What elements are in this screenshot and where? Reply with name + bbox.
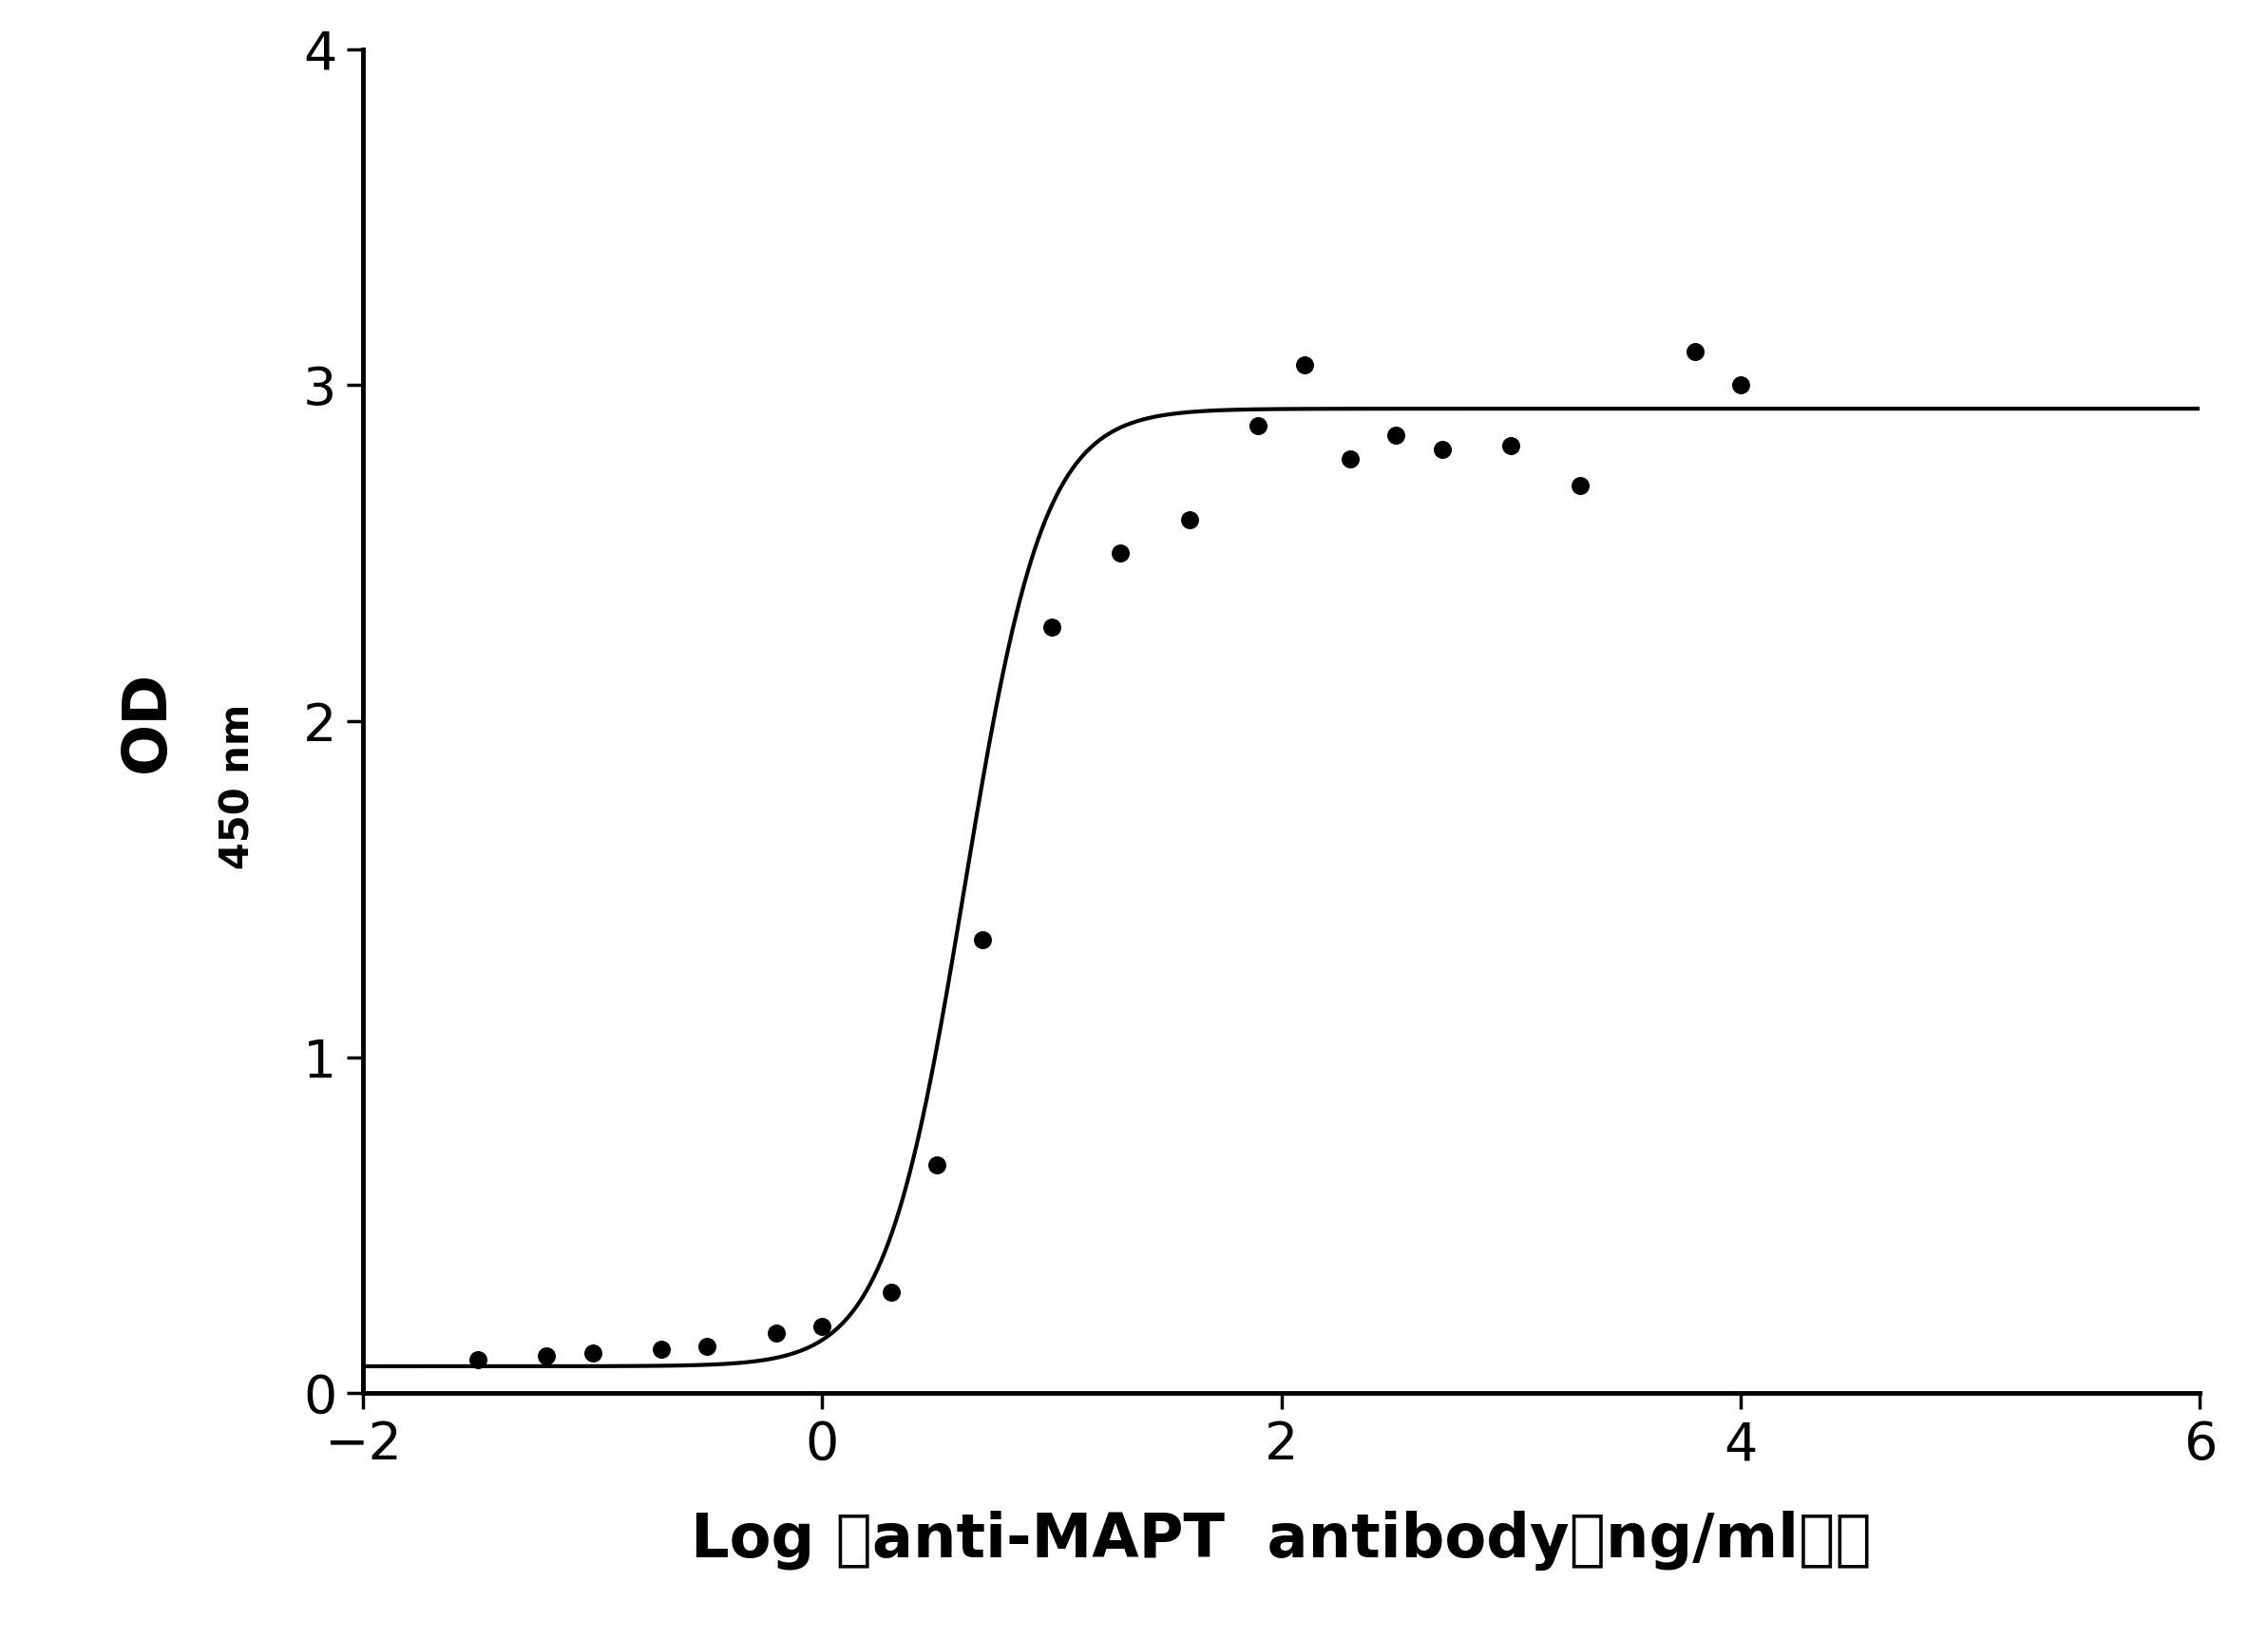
Point xyxy=(1102,541,1139,567)
Point xyxy=(1676,339,1712,365)
Point xyxy=(873,1278,909,1305)
Text: 450 nm: 450 nm xyxy=(218,703,259,870)
Point xyxy=(1492,433,1529,459)
Point xyxy=(528,1342,565,1369)
Point xyxy=(689,1333,726,1359)
Text: OD: OD xyxy=(118,670,177,772)
Point xyxy=(803,1313,839,1339)
Point xyxy=(1241,413,1277,439)
Point xyxy=(460,1346,497,1372)
Point xyxy=(1379,423,1415,449)
Point xyxy=(1170,506,1207,533)
Point xyxy=(574,1339,610,1365)
Point xyxy=(1034,615,1070,641)
X-axis label: Log （anti-MAPT  antibody（ng/ml））: Log （anti-MAPT antibody（ng/ml）） xyxy=(692,1511,1871,1570)
Point xyxy=(1286,352,1322,379)
Point xyxy=(644,1336,680,1362)
Point xyxy=(1331,446,1368,472)
Point xyxy=(919,1152,955,1178)
Point xyxy=(1563,472,1599,498)
Point xyxy=(1724,372,1760,398)
Point xyxy=(1424,436,1461,462)
Point xyxy=(758,1319,794,1346)
Point xyxy=(964,926,1000,952)
